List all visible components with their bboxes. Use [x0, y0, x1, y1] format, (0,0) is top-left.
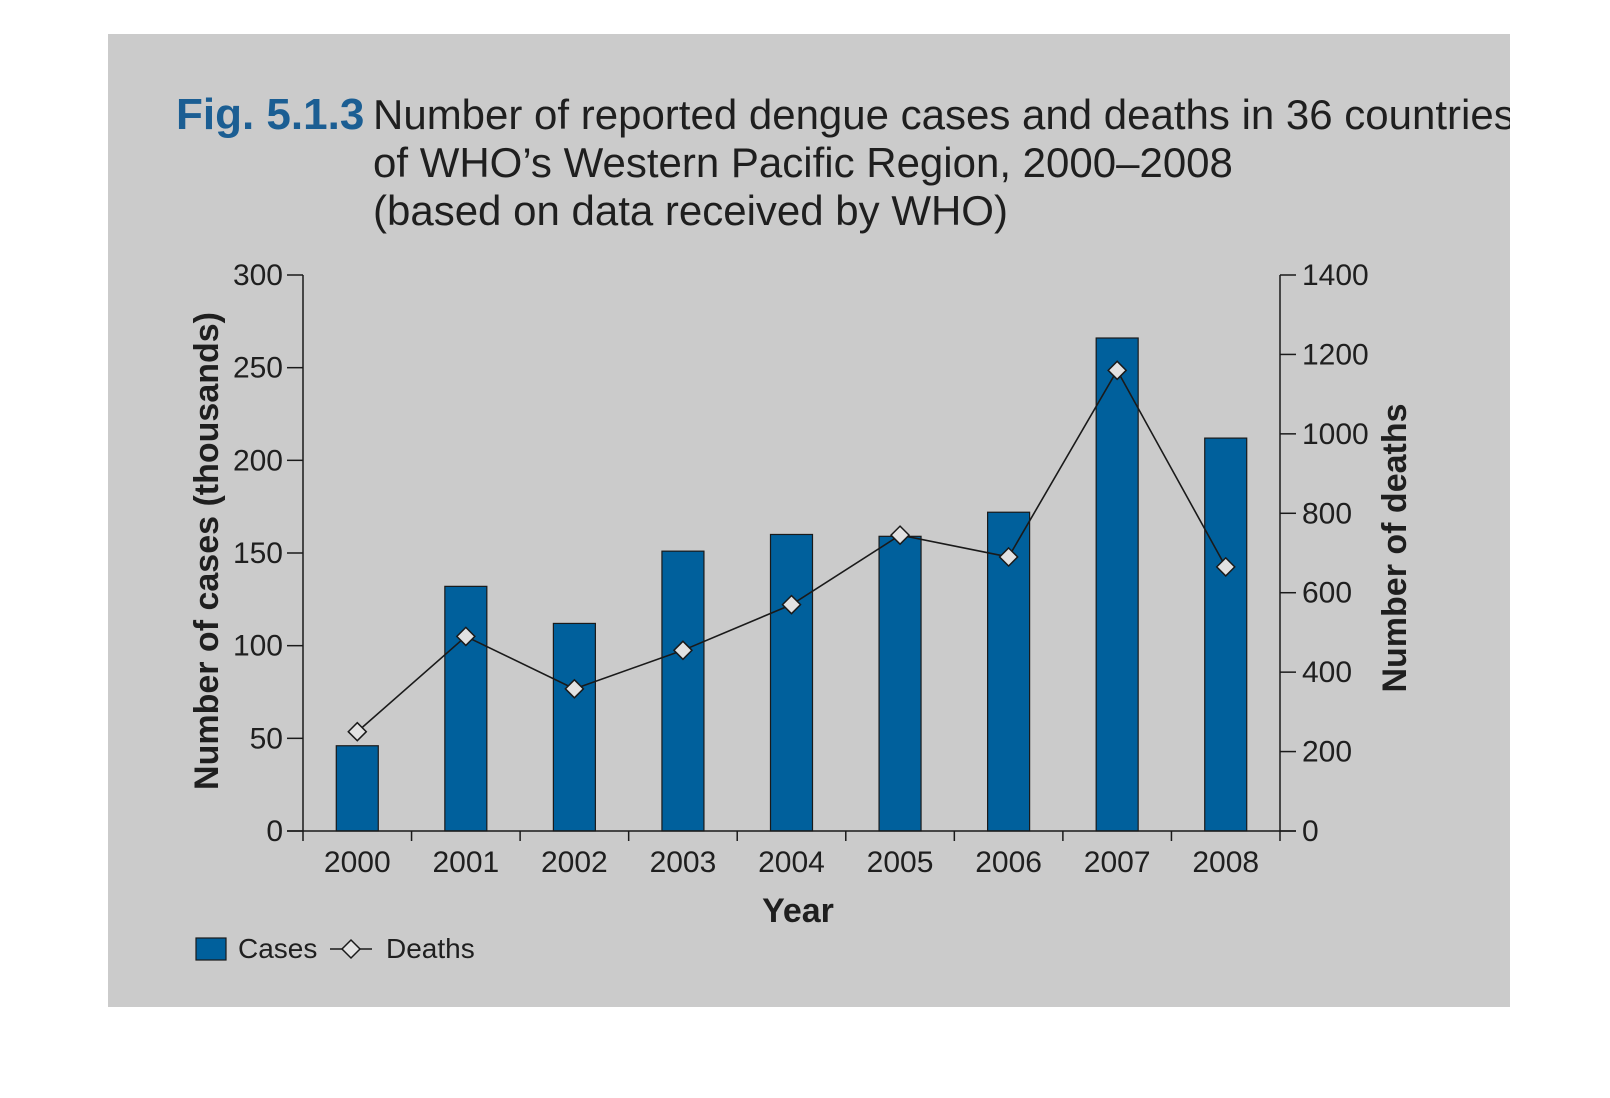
- deaths-marker-2001: [455, 626, 476, 647]
- cases-bar-2008: [1204, 437, 1248, 832]
- x-tick-label-2000: 2000: [324, 846, 391, 879]
- x-tick-label-2001: 2001: [432, 846, 499, 879]
- cases-bar-2000: [335, 745, 379, 832]
- y2-tick-label: 1400: [1302, 259, 1369, 292]
- x-tick-label-2005: 2005: [867, 846, 934, 879]
- x-tick-label-2002: 2002: [541, 846, 608, 879]
- x-tick-label-2006: 2006: [975, 846, 1042, 879]
- legend-deaths-label: Deaths: [386, 933, 475, 964]
- cases-bar-2004: [769, 533, 814, 832]
- x-tick-label-2003: 2003: [650, 846, 717, 879]
- y-tick-label: 150: [233, 537, 283, 570]
- legend-deaths-marker: [340, 938, 362, 960]
- deaths-marker-2000: [347, 721, 368, 742]
- x-tick-label-2008: 2008: [1192, 846, 1259, 879]
- chart-axes: 0 50 100 150 200 250 300 0 200 400 600 800 1000 1200 1…: [233, 259, 1369, 879]
- x-axis-title: Year: [762, 892, 834, 930]
- deaths-line-series: [347, 360, 1236, 742]
- deaths-marker-2007: [1107, 360, 1128, 381]
- y-tick-label: 50: [250, 722, 283, 755]
- y2-tick-label: 400: [1302, 656, 1352, 689]
- y2-tick-label: 1000: [1302, 418, 1369, 451]
- x-tick-label-2007: 2007: [1084, 846, 1151, 879]
- deaths-marker-2004: [781, 594, 802, 615]
- cases-bar-2005: [878, 535, 922, 832]
- figure-title-line-2: of WHO’s Western Pacific Region, 2000–20…: [373, 139, 1233, 186]
- figure-panel: Fig. 5.1.3 Number of reported dengue cas…: [108, 34, 1510, 1007]
- deaths-marker-2005: [889, 525, 911, 546]
- figure-title-line-1: Number of reported dengue cases and deat…: [373, 91, 1510, 138]
- cases-bars: [335, 337, 1248, 832]
- x-tick-label-2004: 2004: [758, 846, 825, 879]
- dengue-chart: Fig. 5.1.3 Number of reported dengue cas…: [176, 90, 1510, 964]
- deaths-marker-2008: [1215, 556, 1236, 577]
- y-axis-title: Number of cases (thousands): [188, 312, 226, 790]
- legend-cases-swatch: [195, 937, 227, 961]
- cases-bar-2001: [444, 585, 488, 832]
- y2-tick-label: 0: [1302, 815, 1319, 848]
- deaths-marker-2002: [564, 678, 585, 699]
- cases-bar-2007: [1095, 337, 1139, 832]
- y2-tick-label: 600: [1302, 577, 1352, 610]
- cases-bar-2003: [661, 550, 705, 832]
- y-tick-label: 300: [233, 259, 283, 292]
- figure-label: Fig. 5.1.3: [176, 90, 364, 139]
- y2-tick-label: 1200: [1302, 338, 1369, 371]
- chart-legend: Cases Deaths: [195, 933, 475, 964]
- y2-tick-label: 800: [1302, 497, 1352, 530]
- legend-cases-label: Cases: [238, 933, 317, 964]
- y-tick-label: 100: [233, 630, 283, 663]
- y2-axis-title: Number of deaths: [1376, 403, 1414, 692]
- y2-tick-label: 200: [1302, 736, 1352, 769]
- deaths-marker-2003: [672, 640, 694, 661]
- cases-bar-2002: [552, 622, 596, 832]
- figure-header: Fig. 5.1.3 Number of reported dengue cas…: [176, 90, 1510, 234]
- y-tick-label: 250: [233, 352, 283, 385]
- y-tick-label: 200: [233, 444, 283, 477]
- figure-title-line-3: (based on data received by WHO): [373, 187, 1008, 234]
- deaths-marker-2006: [998, 546, 1019, 568]
- y-tick-label: 0: [266, 815, 283, 848]
